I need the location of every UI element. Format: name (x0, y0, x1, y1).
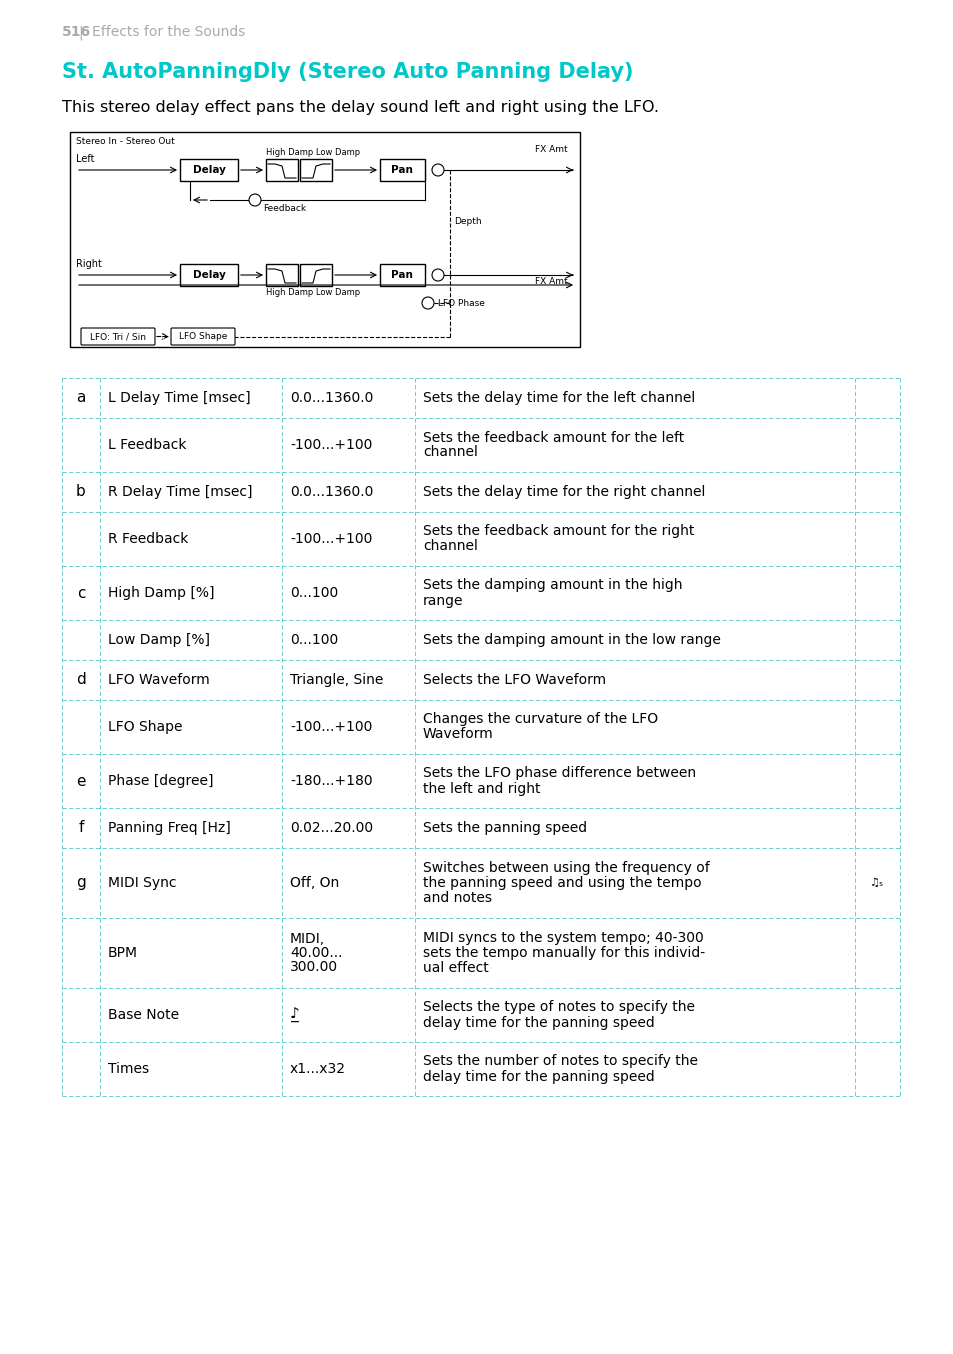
Text: LFO Shape: LFO Shape (108, 720, 182, 734)
Text: a: a (76, 390, 86, 405)
Text: L Delay Time [msec]: L Delay Time [msec] (108, 391, 251, 405)
Text: BPM: BPM (108, 946, 138, 960)
Text: the left and right: the left and right (422, 781, 540, 796)
Circle shape (421, 297, 434, 309)
Text: FX Amt: FX Amt (535, 145, 567, 154)
Text: ♫ₛ: ♫ₛ (869, 877, 883, 888)
Text: R Delay Time [msec]: R Delay Time [msec] (108, 485, 253, 500)
Text: d: d (76, 673, 86, 688)
Text: range: range (422, 593, 463, 608)
Text: LFO Phase: LFO Phase (437, 298, 484, 307)
Text: Changes the curvature of the LFO: Changes the curvature of the LFO (422, 712, 658, 727)
Text: sets the tempo manually for this individ-: sets the tempo manually for this individ… (422, 946, 704, 960)
Text: Depth: Depth (454, 218, 481, 226)
Text: Times: Times (108, 1062, 149, 1076)
Text: g: g (76, 876, 86, 891)
Text: L Feedback: L Feedback (108, 437, 186, 452)
Text: ual effect: ual effect (422, 961, 488, 975)
Text: Stereo In - Stereo Out: Stereo In - Stereo Out (76, 137, 174, 146)
Text: LFO: Tri / Sin: LFO: Tri / Sin (90, 332, 146, 341)
Bar (180, 264, 237, 286)
FancyBboxPatch shape (81, 328, 154, 345)
Text: Sets the panning speed: Sets the panning speed (422, 821, 586, 835)
Text: Right: Right (76, 259, 102, 269)
Bar (266, 264, 297, 286)
Text: High Damp Low Damp: High Damp Low Damp (266, 148, 359, 157)
Text: 516: 516 (62, 24, 91, 39)
Text: Triangle, Sine: Triangle, Sine (290, 673, 383, 686)
Text: Low Damp [%]: Low Damp [%] (108, 634, 210, 647)
Text: Effects for the Sounds: Effects for the Sounds (91, 24, 245, 39)
Text: Feedback: Feedback (263, 204, 306, 213)
Text: Selects the type of notes to specify the: Selects the type of notes to specify the (422, 1001, 695, 1014)
Text: b: b (76, 485, 86, 500)
Text: LFO Shape: LFO Shape (178, 332, 227, 341)
Circle shape (249, 194, 261, 206)
Text: channel: channel (422, 445, 477, 459)
Text: -180...+180: -180...+180 (290, 774, 373, 788)
Text: Off, On: Off, On (290, 876, 339, 890)
FancyBboxPatch shape (171, 328, 234, 345)
Text: Phase [degree]: Phase [degree] (108, 774, 213, 788)
Text: MIDI syncs to the system tempo; 40-300: MIDI syncs to the system tempo; 40-300 (422, 932, 703, 945)
Text: Delay: Delay (193, 269, 225, 280)
Text: 300.00: 300.00 (290, 960, 337, 974)
Text: St. AutoPanningDly (Stereo Auto Panning Delay): St. AutoPanningDly (Stereo Auto Panning … (62, 62, 633, 83)
Text: Pan: Pan (391, 269, 413, 280)
Bar (379, 158, 424, 181)
Text: Base Note: Base Note (108, 1007, 179, 1022)
Text: Sets the delay time for the right channel: Sets the delay time for the right channe… (422, 485, 704, 500)
Text: 0.0...1360.0: 0.0...1360.0 (290, 485, 373, 500)
Text: e: e (76, 773, 86, 788)
Text: 0.02...20.00: 0.02...20.00 (290, 821, 373, 835)
Text: delay time for the panning speed: delay time for the panning speed (422, 1016, 654, 1029)
Text: Sets the number of notes to specify the: Sets the number of notes to specify the (422, 1055, 698, 1068)
Text: Left: Left (76, 154, 94, 164)
Text: and notes: and notes (422, 891, 492, 904)
Text: x1...x32: x1...x32 (290, 1062, 346, 1076)
Bar (299, 158, 332, 181)
Text: High Damp Low Damp: High Damp Low Damp (266, 288, 359, 297)
Text: Sets the damping amount in the high: Sets the damping amount in the high (422, 578, 681, 593)
Bar (299, 264, 332, 286)
Text: the panning speed and using the tempo: the panning speed and using the tempo (422, 876, 700, 890)
Text: |: | (78, 24, 83, 39)
Text: f: f (78, 821, 84, 835)
Text: FX Amt: FX Amt (535, 278, 567, 286)
Bar (180, 158, 237, 181)
Text: Switches between using the frequency of: Switches between using the frequency of (422, 861, 709, 875)
Circle shape (432, 269, 443, 282)
Text: LFO Waveform: LFO Waveform (108, 673, 210, 686)
Text: Waveform: Waveform (422, 727, 494, 742)
Text: 0.0...1360.0: 0.0...1360.0 (290, 391, 373, 405)
Text: -100...+100: -100...+100 (290, 532, 372, 546)
Text: R Feedback: R Feedback (108, 532, 188, 546)
Text: High Damp [%]: High Damp [%] (108, 586, 214, 600)
Text: delay time for the panning speed: delay time for the panning speed (422, 1070, 654, 1083)
Bar (379, 264, 424, 286)
Text: Sets the feedback amount for the left: Sets the feedback amount for the left (422, 431, 683, 444)
Text: 0...100: 0...100 (290, 634, 338, 647)
Text: Delay: Delay (193, 165, 225, 175)
Text: Sets the feedback amount for the right: Sets the feedback amount for the right (422, 524, 694, 539)
Text: MIDI Sync: MIDI Sync (108, 876, 176, 890)
Bar (266, 158, 297, 181)
Circle shape (432, 164, 443, 176)
Text: MIDI,: MIDI, (290, 932, 325, 946)
Text: Pan: Pan (391, 165, 413, 175)
Text: channel: channel (422, 539, 477, 554)
Text: Sets the LFO phase difference between: Sets the LFO phase difference between (422, 766, 696, 780)
Text: Selects the LFO Waveform: Selects the LFO Waveform (422, 673, 605, 686)
Text: Sets the damping amount in the low range: Sets the damping amount in the low range (422, 634, 720, 647)
Text: ♪̲̲̲: ♪̲̲̲ (290, 1007, 299, 1022)
Text: 0...100: 0...100 (290, 586, 338, 600)
Text: 40.00...: 40.00... (290, 946, 342, 960)
Text: -100...+100: -100...+100 (290, 437, 372, 452)
Text: -100...+100: -100...+100 (290, 720, 372, 734)
Text: This stereo delay effect pans the delay sound left and right using the LFO.: This stereo delay effect pans the delay … (62, 100, 659, 115)
Bar (70, 131, 579, 347)
Text: Panning Freq [Hz]: Panning Freq [Hz] (108, 821, 231, 835)
Text: c: c (76, 585, 85, 601)
Text: Sets the delay time for the left channel: Sets the delay time for the left channel (422, 391, 695, 405)
